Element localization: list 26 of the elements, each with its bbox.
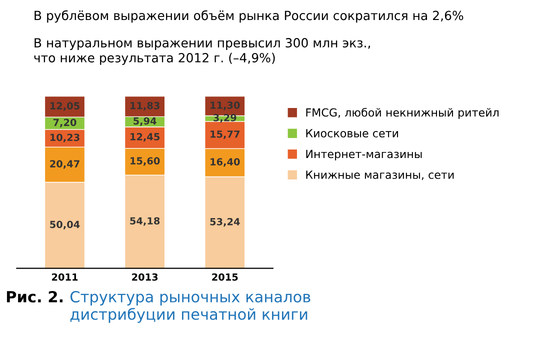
text: Структура рыночных каналов дистрибуции печатной книги — [70, 290, 310, 323]
data-label: 7,20 — [53, 118, 76, 128]
data-label: 20,47 — [50, 160, 80, 169]
data-label: 11,83 — [130, 102, 160, 111]
legend-label: Книжные магазины, сети — [306, 170, 454, 180]
data-label: 12,45 — [130, 133, 160, 142]
text: Рис. 2. — [6, 290, 63, 303]
x-tick-label: 2011 — [52, 273, 78, 281]
data-label: 12,05 — [50, 102, 80, 111]
data-label: 54,18 — [130, 217, 160, 226]
data-label: 15,60 — [130, 157, 160, 166]
legend-label: Интернет-магазины — [306, 150, 422, 160]
data-label: 53,24 — [210, 218, 240, 227]
legend-label: FMCG, любой некнижный ритейл — [306, 108, 499, 119]
data-label: 3,29 — [214, 114, 236, 123]
data-label: 15,77 — [210, 130, 240, 140]
data-label: 5,94 — [134, 117, 156, 126]
data-label: 16,40 — [210, 158, 240, 167]
chart-subtitle: В натуральном выражении превысил 300 млн экз., что ниже результата 2012 г. (–4,9%) — [34, 38, 370, 65]
x-tick-label: 2015 — [212, 273, 238, 281]
chart-title: В рублёвом выражении объём рынка России сократился на 2,6% — [34, 10, 464, 23]
data-label: 11,30 — [210, 102, 240, 110]
x-tick-label: 2013 — [132, 273, 158, 281]
data-label: 10,23 — [50, 134, 80, 142]
legend-label: Киосковые сети — [306, 129, 398, 138]
data-label: 50,04 — [50, 220, 80, 230]
